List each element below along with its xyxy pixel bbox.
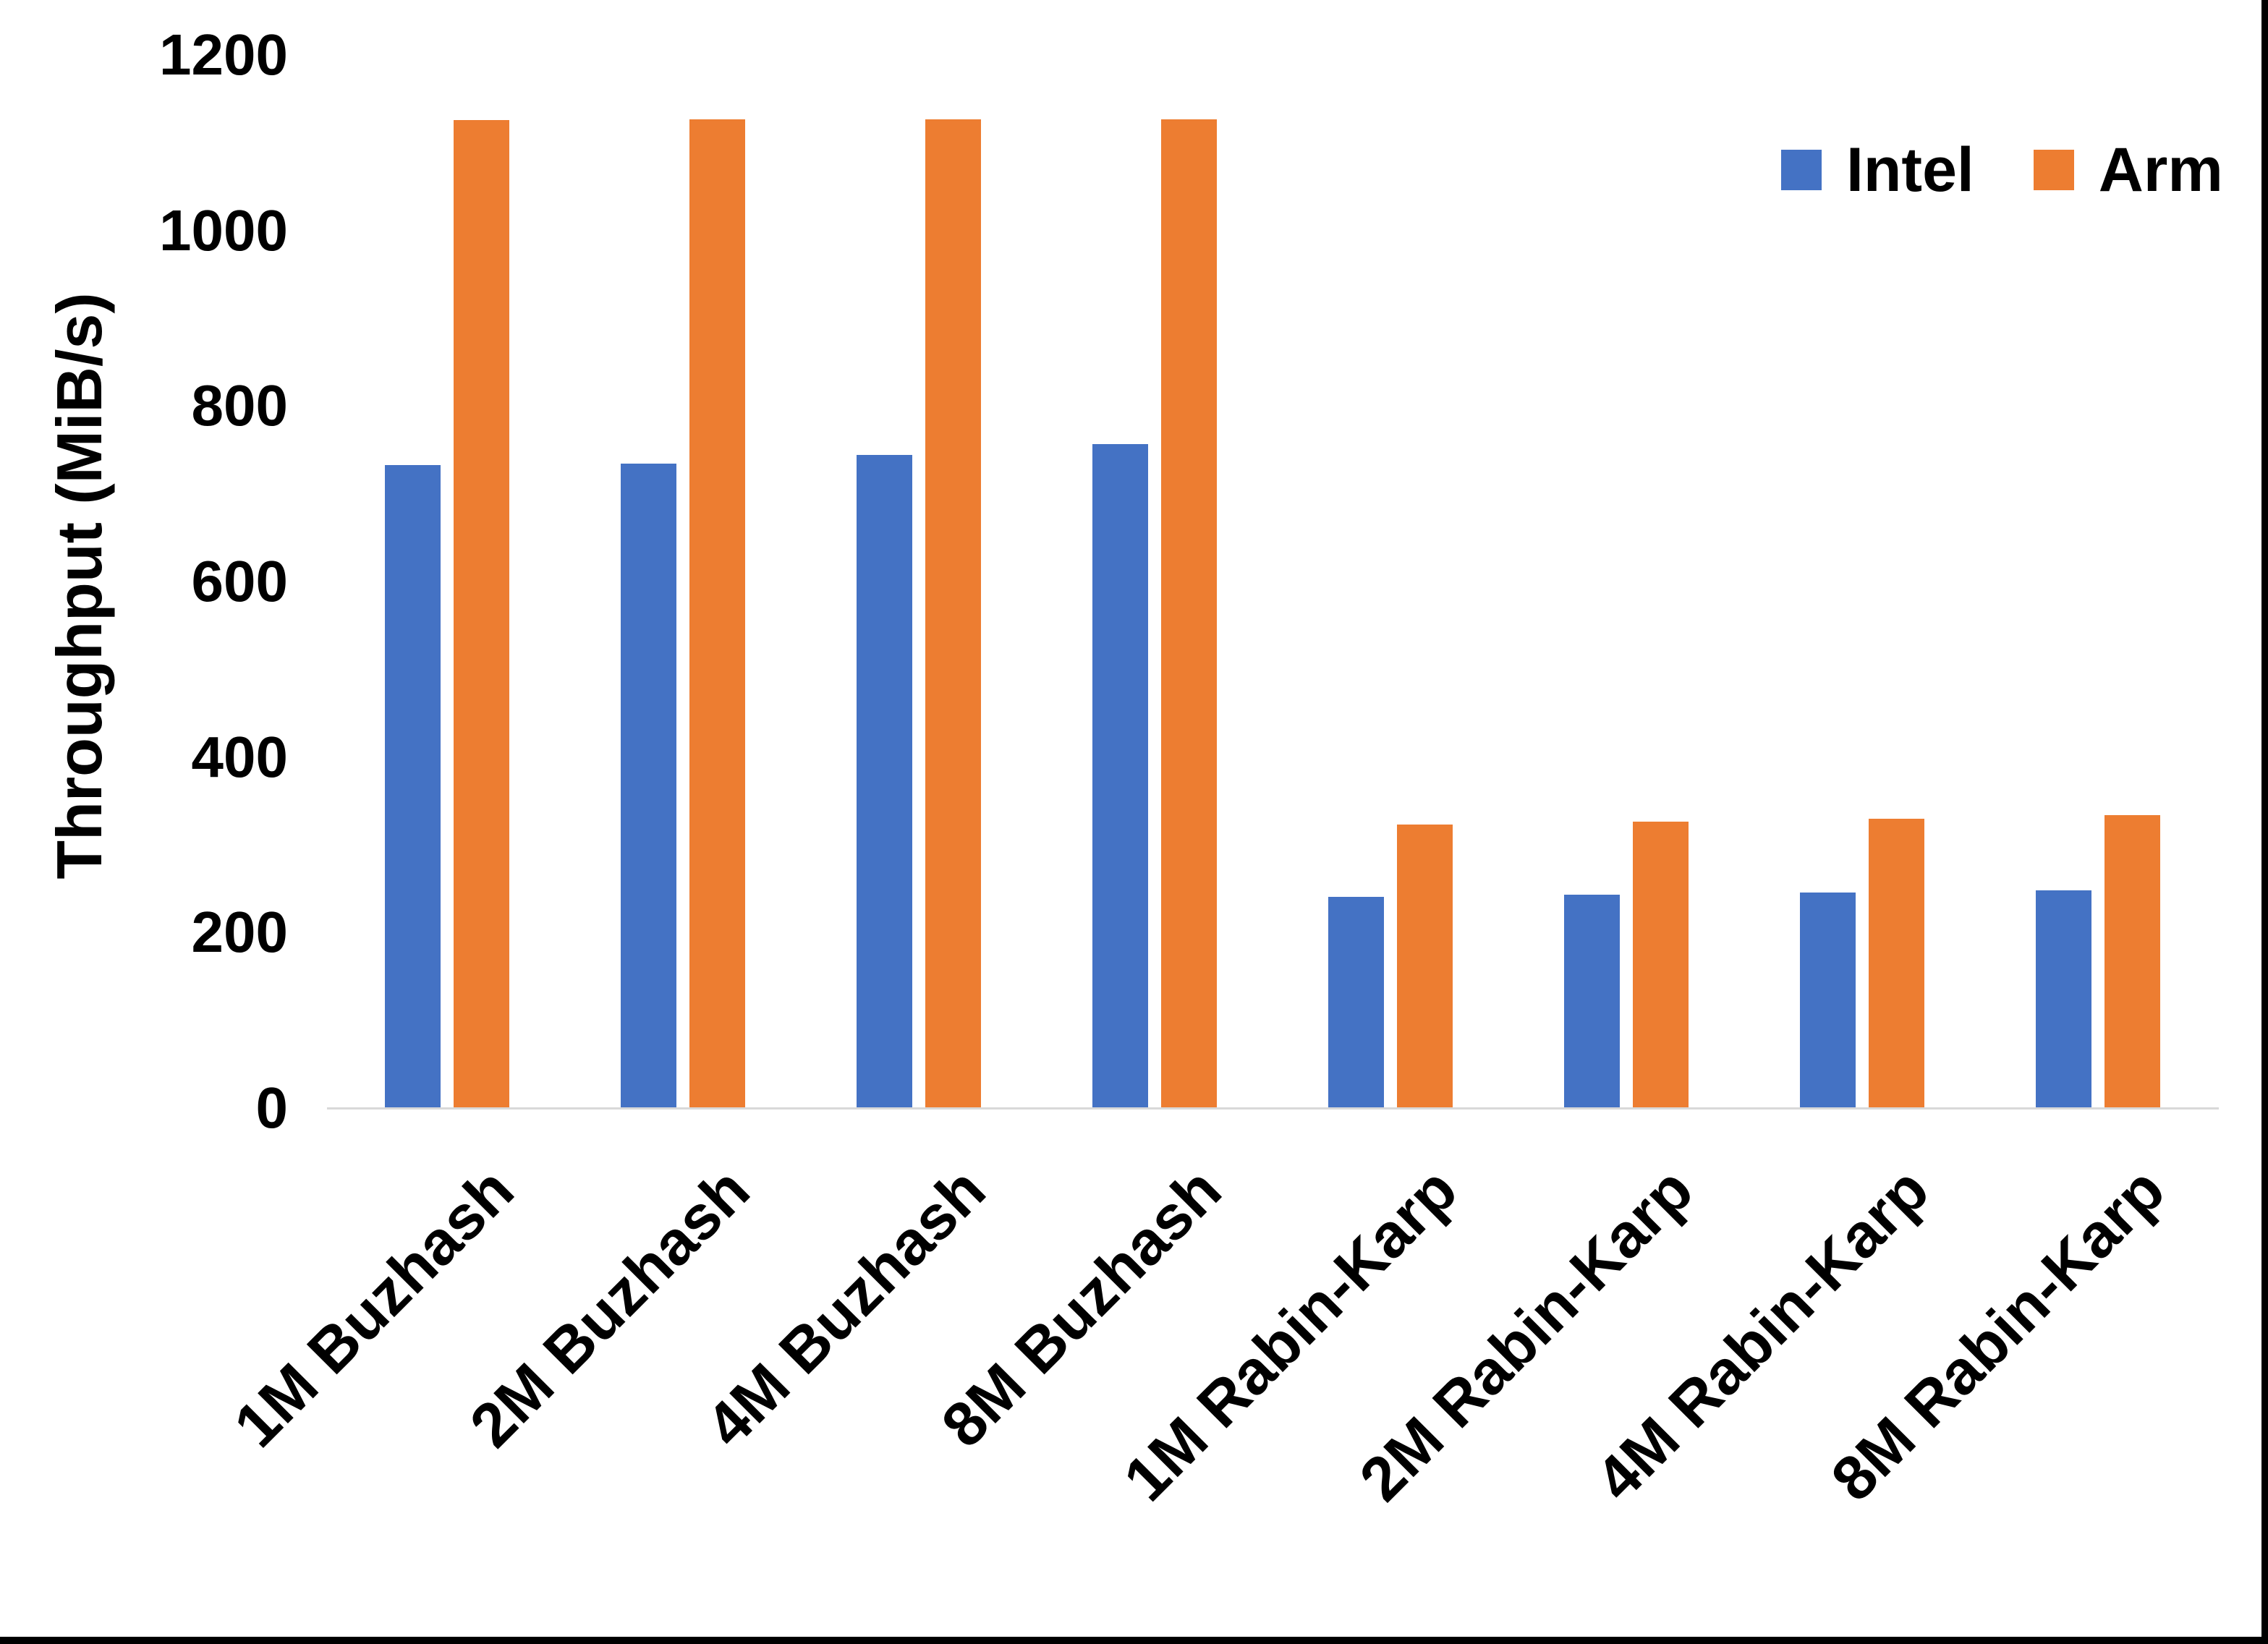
bar-arm-3 <box>925 119 981 1108</box>
screenshot-border-bottom <box>0 1637 2268 1644</box>
legend-label: Arm <box>2098 135 2223 205</box>
screenshot-border-right <box>2261 0 2268 1644</box>
bar-arm-4 <box>1161 119 1217 1108</box>
bar-intel-1 <box>385 464 441 1108</box>
bar-intel-7 <box>1800 892 1856 1108</box>
legend: Intel Arm <box>1781 139 2223 201</box>
y-axis-tick-label: 600 <box>191 549 288 613</box>
bar-arm-2 <box>689 119 745 1108</box>
bar-intel-3 <box>857 455 912 1108</box>
bar-intel-5 <box>1328 896 1384 1108</box>
legend-item-intel: Intel <box>1781 139 1974 201</box>
bar-intel-4 <box>1092 443 1148 1108</box>
bar-arm-7 <box>1869 818 1924 1108</box>
y-axis-tick-label: 800 <box>191 373 288 438</box>
legend-item-arm: Arm <box>2033 135 2223 205</box>
legend-label: Intel <box>1846 135 1974 205</box>
y-axis-tick-label: 200 <box>191 900 288 965</box>
y-axis-tick-label: 400 <box>191 724 288 789</box>
bar-intel-6 <box>1564 895 1620 1108</box>
bar-intel-2 <box>621 464 676 1108</box>
x-axis-line <box>327 1107 2219 1110</box>
bar-arm-8 <box>2105 814 2160 1108</box>
y-axis-tick-label: 1200 <box>159 22 288 87</box>
bar-arm-6 <box>1633 822 1689 1108</box>
bar-arm-1 <box>454 119 509 1108</box>
y-axis-tick-label: 1000 <box>159 197 288 263</box>
y-axis-tick-label: 0 <box>255 1076 289 1140</box>
legend-swatch-icon <box>1781 150 1822 190</box>
legend-swatch-icon <box>2033 150 2074 190</box>
bar-intel-8 <box>2036 890 2091 1108</box>
bar-arm-5 <box>1397 825 1453 1108</box>
